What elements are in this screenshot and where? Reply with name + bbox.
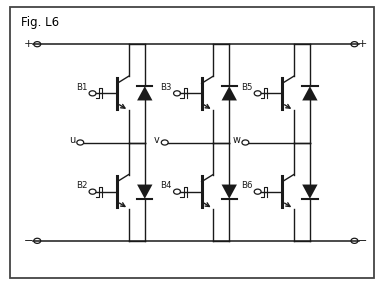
Polygon shape — [137, 185, 152, 199]
Text: Fig. L6: Fig. L6 — [21, 16, 59, 29]
Text: −: − — [358, 235, 367, 246]
Polygon shape — [302, 185, 318, 199]
FancyBboxPatch shape — [10, 7, 374, 278]
Text: w: w — [232, 135, 240, 145]
Text: B3: B3 — [161, 83, 172, 92]
Text: v: v — [154, 135, 160, 145]
Text: −: − — [24, 235, 33, 246]
Text: +: + — [358, 39, 367, 49]
Text: B2: B2 — [76, 182, 88, 190]
Polygon shape — [302, 86, 318, 101]
Text: +: + — [24, 39, 33, 49]
Text: B5: B5 — [241, 83, 253, 92]
Polygon shape — [137, 86, 152, 101]
Text: B4: B4 — [161, 182, 172, 190]
Polygon shape — [222, 185, 237, 199]
Text: B6: B6 — [241, 182, 253, 190]
Text: u: u — [69, 135, 75, 145]
Polygon shape — [222, 86, 237, 101]
Text: B1: B1 — [76, 83, 88, 92]
